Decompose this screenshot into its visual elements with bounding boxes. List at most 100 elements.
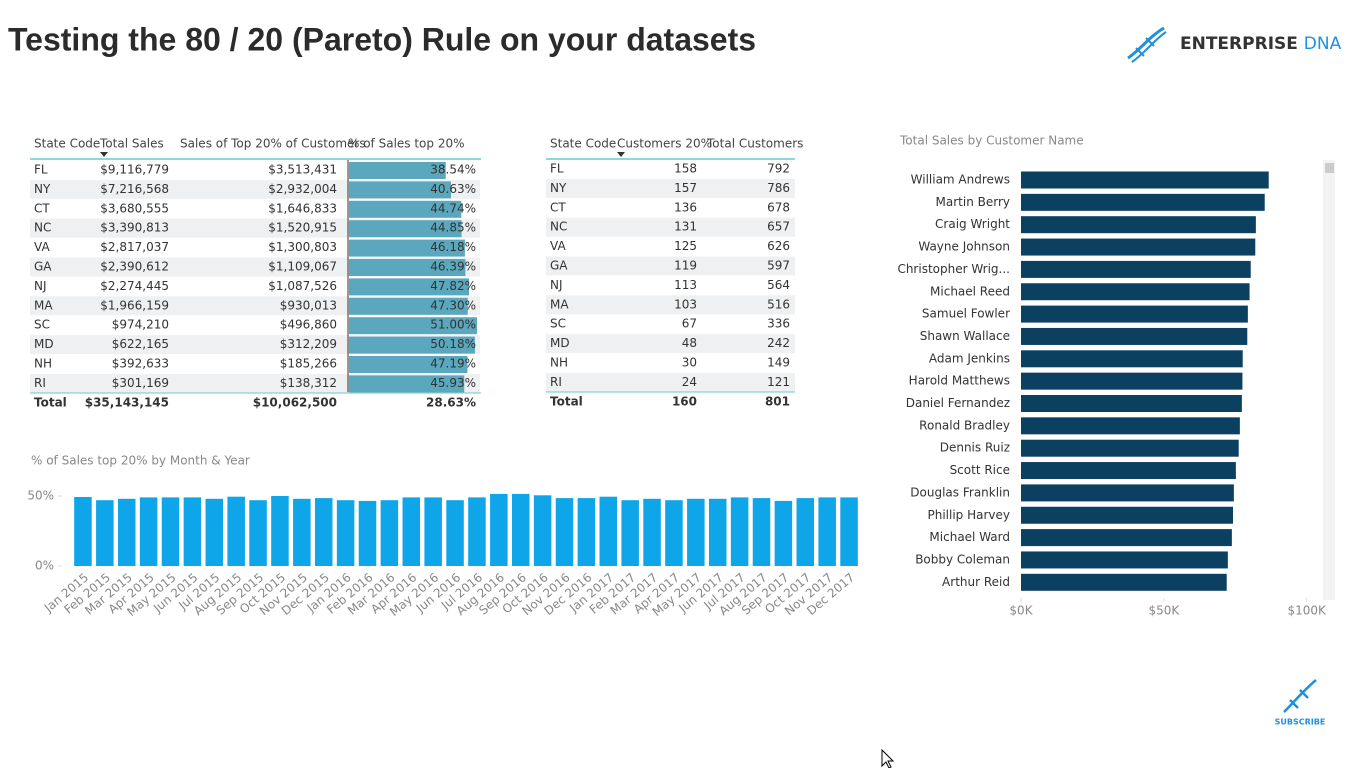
bar xyxy=(402,497,421,566)
y-tick-label: Adam Jenkins xyxy=(929,351,1010,365)
cell: 40.63% xyxy=(430,182,476,196)
cell: NJ xyxy=(34,279,47,293)
column-header: Sales of Top 20% of Customers xyxy=(180,137,366,151)
cell: 47.82% xyxy=(430,279,476,293)
bar xyxy=(1021,216,1256,234)
cell: $496,860 xyxy=(280,318,337,332)
bar xyxy=(752,498,771,566)
cell: $2,817,037 xyxy=(100,240,169,254)
cell: 119 xyxy=(674,259,697,273)
bar xyxy=(1021,439,1239,457)
cell: 678 xyxy=(767,200,790,214)
bar xyxy=(1021,171,1269,189)
sort-arrow[interactable] xyxy=(617,152,625,157)
logo-icon xyxy=(1127,26,1167,63)
cell: 136 xyxy=(674,200,697,214)
scrollbar[interactable] xyxy=(1323,160,1335,600)
y-tick-label: Shawn Wallace xyxy=(920,329,1010,343)
cell: 597 xyxy=(767,259,790,273)
bar xyxy=(621,500,639,566)
bar xyxy=(774,500,793,566)
logo-text: ENTERPRISE DNA xyxy=(1180,34,1342,54)
bar xyxy=(1021,484,1234,502)
data-bar xyxy=(349,200,462,218)
y-tick-label: Samuel Fowler xyxy=(922,307,1010,321)
y-tick-label: Wayne Johnson xyxy=(918,240,1010,254)
bar xyxy=(1021,238,1256,256)
cell: 48 xyxy=(682,336,697,350)
cell: 657 xyxy=(767,220,790,234)
cell: 24 xyxy=(682,375,697,389)
bar xyxy=(1021,283,1250,301)
cell: 30 xyxy=(682,356,697,370)
bar xyxy=(424,497,442,566)
bar xyxy=(468,497,486,566)
cell: $2,390,612 xyxy=(100,260,169,274)
cell: MD xyxy=(34,337,54,351)
cell: $185,266 xyxy=(280,357,337,371)
bar xyxy=(249,500,267,566)
cell: 45.93% xyxy=(430,376,476,390)
sort-arrow[interactable] xyxy=(100,152,108,157)
page-title: Testing the 80 / 20 (Pareto) Rule on you… xyxy=(8,21,756,57)
cell: 47.19% xyxy=(430,357,476,371)
total-cell: Total xyxy=(550,395,583,409)
y-tick-label: Harold Matthews xyxy=(909,374,1010,388)
bar xyxy=(577,498,596,566)
cell: 46.18% xyxy=(430,240,476,254)
column-header: State Code xyxy=(550,137,616,151)
subscribe-text[interactable]: SUBSCRIBE xyxy=(1275,718,1326,727)
bar xyxy=(1021,551,1228,569)
cell: GA xyxy=(550,259,568,273)
y-tick-label: Dennis Ruiz xyxy=(940,441,1010,455)
cell: $3,680,555 xyxy=(100,201,169,215)
cell: 516 xyxy=(767,297,790,311)
bar xyxy=(271,496,289,566)
cell: RI xyxy=(550,375,562,389)
data-bar xyxy=(349,181,451,199)
chart-title: % of Sales top 20% by Month & Year xyxy=(31,454,250,468)
bar xyxy=(708,498,727,566)
cell: $7,216,568 xyxy=(100,182,169,196)
cell: MA xyxy=(34,298,53,312)
cell: 564 xyxy=(767,278,790,292)
cell: 44.74% xyxy=(430,201,476,215)
bar xyxy=(96,500,114,566)
cell: 336 xyxy=(767,317,790,331)
column-header: Total Customers xyxy=(706,137,803,151)
column-header: Customers 20% xyxy=(617,137,712,151)
y-tick-label: 50% xyxy=(27,489,54,503)
cell: $1,646,833 xyxy=(268,201,337,215)
cell: VA xyxy=(34,240,50,254)
cell: $1,300,803 xyxy=(268,240,337,254)
cell: $392,633 xyxy=(112,357,169,371)
cell: MD xyxy=(550,336,570,350)
y-tick-label: Michael Reed xyxy=(930,284,1010,298)
cell: $9,116,779 xyxy=(100,163,169,177)
cell: NC xyxy=(34,221,51,235)
cell: $312,209 xyxy=(280,337,337,351)
data-bar xyxy=(349,336,475,354)
cell: 67 xyxy=(682,317,697,331)
cell: 626 xyxy=(767,239,790,253)
y-tick-label: Scott Rice xyxy=(950,463,1010,477)
data-bar xyxy=(349,259,466,276)
total-cell: $35,143,145 xyxy=(85,396,169,410)
y-tick-label: Douglas Franklin xyxy=(910,485,1010,499)
bar xyxy=(730,497,749,566)
total-cell: 28.63% xyxy=(426,396,476,410)
bar xyxy=(1021,417,1240,435)
cell: 47.30% xyxy=(430,298,476,312)
bar xyxy=(183,497,202,566)
data-bar xyxy=(349,297,468,315)
y-tick-label: Michael Ward xyxy=(929,530,1010,544)
cell: SC xyxy=(34,318,50,332)
row-band xyxy=(546,295,795,315)
bar xyxy=(1021,573,1227,591)
subscribe-icon[interactable] xyxy=(1283,679,1317,713)
row-band xyxy=(546,372,795,392)
cell: 38.54% xyxy=(430,163,476,177)
bar xyxy=(796,498,815,566)
bar xyxy=(293,498,311,566)
scroll-thumb[interactable] xyxy=(1325,163,1334,173)
